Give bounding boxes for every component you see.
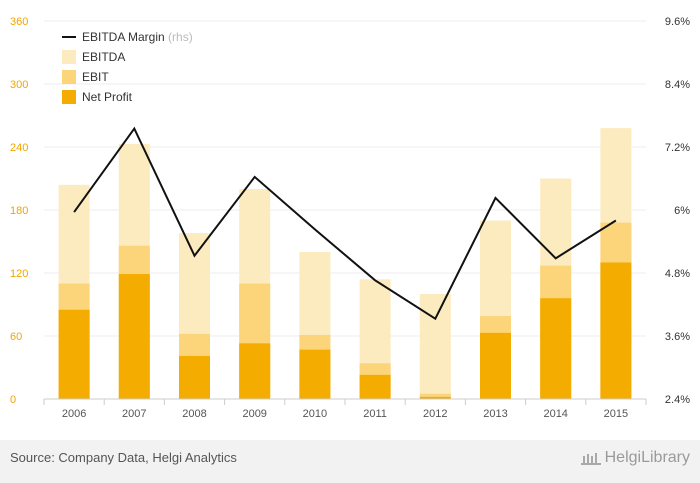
y-right-tick-label: 6% (674, 205, 690, 217)
bar-net-profit (480, 332, 511, 399)
x-tick-label: 2011 (363, 408, 387, 420)
x-tick-label: 2009 (242, 408, 266, 420)
legend-label: EBIT (82, 70, 109, 84)
bar-net-profit (419, 396, 451, 399)
legend-box-swatch (62, 90, 76, 104)
bar-line-chart: 0 2.4% 60 3.6% 120 4.8% 180 6% 240 7.2% 300 8.4% 360… (10, 16, 690, 420)
legend-label: EBITDA (82, 50, 125, 64)
y-right-tick-label: 7.2% (665, 142, 690, 154)
bar-net-profit (239, 343, 271, 399)
y-right-tick-label: 3.6% (665, 331, 690, 343)
bar-net-profit (540, 298, 572, 399)
line-ebitda-margin (73, 126, 617, 321)
brand-logo: HelgiLibrary (580, 449, 690, 467)
x-tick-label: 2008 (182, 408, 206, 420)
bar-net-profit (118, 274, 150, 399)
library-icon (580, 453, 601, 465)
y-left-tick-label: 300 (10, 79, 28, 91)
x-tick-label: 2010 (303, 408, 327, 420)
x-tick-label: 2013 (483, 408, 507, 420)
bar-net-profit (299, 349, 331, 399)
y-left-tick-label: 180 (10, 205, 28, 217)
legend-suffix: (rhs) (168, 30, 193, 44)
x-tick-label: 2007 (122, 408, 146, 420)
y-left-tick-label: 240 (10, 142, 28, 154)
legend-label: EBITDA Margin (rhs) (82, 30, 193, 44)
y-right-tick-label: 4.8% (665, 268, 690, 280)
bar-net-profit (58, 309, 90, 399)
legend-box-swatch (62, 70, 76, 84)
bar-net-profit (600, 262, 632, 399)
y-right-tick-label: 9.6% (665, 16, 690, 28)
legend-box-swatch (62, 50, 76, 64)
x-tick-label: 2012 (423, 408, 447, 420)
bar-net-profit (179, 355, 210, 399)
bar-net-profit (359, 374, 391, 399)
chart-area: 0 2.4% 60 3.6% 120 4.8% 180 6% 240 7.2% 300 8.4% 360… (10, 16, 690, 420)
brand-name: HelgiLibrary (604, 449, 690, 466)
x-tick-label: 2006 (62, 408, 86, 420)
y-left-tick-label: 0 (10, 394, 16, 406)
y-right-tick-label: 8.4% (665, 79, 690, 91)
footer: Source: Company Data, Helgi Analytics He… (0, 440, 700, 483)
source-note: Source: Company Data, Helgi Analytics (10, 450, 237, 465)
bar-ebit (419, 393, 451, 399)
y-left-tick-label: 360 (10, 16, 28, 28)
y-left-tick-label: 120 (10, 268, 28, 280)
y-left-tick-label: 60 (10, 331, 22, 343)
bar-ebitda (419, 294, 451, 399)
x-tick-label: 2015 (604, 408, 628, 420)
legend-label: Net Profit (82, 90, 133, 104)
x-tick-label: 2014 (543, 408, 567, 420)
y-right-tick-label: 2.4% (665, 394, 690, 406)
